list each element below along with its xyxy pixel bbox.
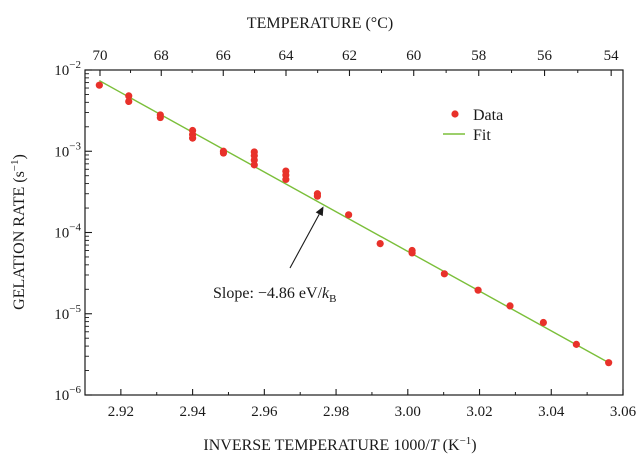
y-tick-base: 10 [54,307,69,323]
slope-annotation-arrow [289,213,320,269]
x-tick-label: 3.02 [466,404,492,420]
y-tick-base: 10 [54,63,69,79]
fit-line-layer [99,80,609,364]
data-point [440,270,448,278]
x-axis-title: INVERSE TEMPERATURE 1000/T (K−1) [203,435,476,454]
bottom-axis-ticks: 2.92 2.94 2.96 2.98 3.00 3.02 3.04 3.06 [108,389,637,420]
plot-frame [84,69,624,396]
x-tick-label: 2.92 [108,404,134,420]
top-tick-label: 68 [154,48,169,64]
slope-annotation-prefix: Slope: −4.86 eV/ [213,285,323,302]
top-tick-label: 54 [604,48,620,64]
data-point [156,113,164,122]
x-axis-title-prefix: INVERSE TEMPERATURE 1000/ [203,437,430,454]
top-tick-label: 60 [406,48,421,64]
top-tick-label: 70 [92,48,107,64]
y-axis-title-close: ) [11,154,28,159]
data-point [408,249,416,257]
data-point [125,97,133,106]
data-point [282,175,290,184]
y-tick-exponent: −6 [69,384,81,396]
top-tick-label: 64 [278,48,294,64]
data-point [219,149,228,157]
y-tick-base: 10 [54,388,69,404]
x-axis-title-unit-sup: −1 [460,435,472,447]
y-tick-label: 10−2 [54,59,81,79]
data-point [474,286,482,294]
data-point [345,211,353,219]
y-tick-base: 10 [54,144,69,160]
x-tick-label: 3.00 [395,404,421,420]
top-tick-label: 66 [216,48,232,64]
slope-annotation-arrowhead [315,206,324,217]
data-point [125,92,133,100]
y-tick-exponent: −2 [69,59,81,71]
y-axis-title-main: GELATION RATE (s [11,171,28,310]
data-point [605,359,613,367]
x-axis-title-var: T [430,437,440,454]
slope-annotation-sub: B [329,293,336,305]
data-point [376,240,384,248]
x-tick-label: 2.98 [323,404,349,420]
data-points-layer [95,81,613,367]
top-tick-label: 58 [471,48,486,64]
data-point [539,318,547,327]
y-tick-exponent: −5 [69,303,81,315]
x-axis-title-close: ) [471,437,476,454]
y-axis-title: GELATION RATE (s−1) [9,154,28,310]
y-tick-label: 10−4 [54,222,81,242]
data-point [572,340,580,348]
data-point [506,302,514,310]
slope-annotation-text: Slope: −4.86 eV/kB [213,285,336,305]
x-tick-label: 3.06 [610,404,637,420]
top-axis-ticks: 70 68 66 64 62 60 58 56 54 [92,48,619,76]
y-tick-label: 10−6 [54,384,81,404]
data-point [313,192,322,200]
x-tick-label: 2.94 [179,404,206,420]
top-tick-label: 62 [342,48,357,64]
y-tick-label: 10−5 [54,303,81,323]
y-axis-title-sup: −1 [9,159,21,171]
fit-line [99,80,609,364]
y-tick-exponent: −4 [69,222,81,234]
left-axis-ticks: 10−610−510−410−310−2 [54,59,92,404]
top-tick-label: 56 [537,48,553,64]
data-point [95,81,103,89]
x-tick-label: 3.04 [538,404,565,420]
data-point [189,134,197,142]
y-tick-label: 10−3 [54,140,81,160]
legend-data-label: Data [473,107,503,124]
y-tick-exponent: −3 [69,140,81,152]
x-tick-label: 2.96 [251,404,278,420]
legend: Data Fit [443,107,503,144]
x-axis-title-unit: (K [439,437,460,454]
top-axis-title: TEMPERATURE (°C) [247,15,393,32]
data-point [250,161,258,169]
slope-annotation-var: k [322,285,330,302]
y-tick-base: 10 [54,226,69,242]
legend-data-marker [451,110,459,118]
slope-annotation: Slope: −4.86 eV/kB [213,206,336,305]
legend-fit-label: Fit [473,127,491,144]
